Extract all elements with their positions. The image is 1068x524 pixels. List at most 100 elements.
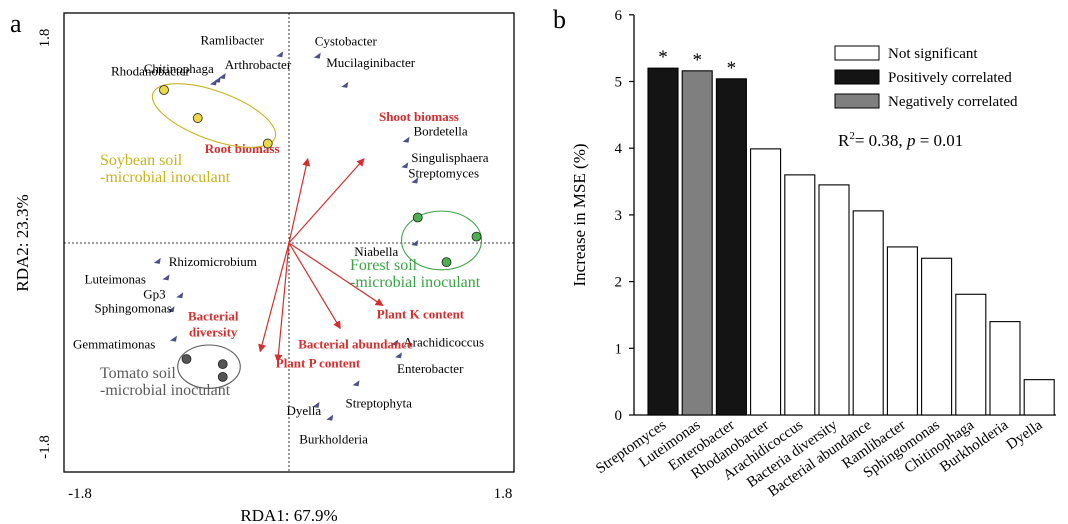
taxon-label-dyella: Dyella (287, 403, 322, 418)
y-tick-label-b-4: 4 (615, 141, 623, 157)
group-1-point-0 (412, 212, 423, 223)
taxon-marker-sphingomonas (167, 306, 175, 313)
vector-label-plant-p-content: Plant P content (276, 356, 361, 371)
taxon-label-mucilaginibacter: Mucilaginibacter (326, 55, 415, 70)
taxon-label-burkholderia: Burkholderia (299, 432, 368, 447)
taxon-marker-singulisphaera (401, 162, 409, 169)
r-squared-annotation: R2= 0.38, p = 0.01 (838, 130, 963, 150)
taxon-marker-niabella (411, 240, 419, 246)
group-0-point-0 (159, 85, 169, 95)
bar-burkholderia (989, 321, 1021, 416)
bar-streptomyces (647, 67, 679, 416)
group-1-point-1 (471, 231, 482, 242)
taxon-marker-gp3 (176, 292, 184, 299)
vector-arrow-plant-p-content (274, 242, 290, 363)
legend-swatch-positive (834, 69, 880, 85)
taxon-label-arachidicoccus: Arachidicoccus (403, 334, 484, 349)
group-ellipse-2 (177, 344, 241, 389)
taxon-label-arthrobacter: Arthrobacter (225, 57, 292, 72)
taxon-label-chitinophaga: Chitinophaga (144, 61, 214, 76)
vector-label-bacterial-abundance: Bacterial abundance (298, 336, 413, 351)
group-2-point-0 (181, 354, 192, 364)
taxon-label-streptophyta: Streptophyta (346, 395, 413, 410)
bar-bacterial-abundance (852, 210, 884, 416)
taxon-label-gemmatimonas: Gemmatimonas (73, 337, 155, 352)
taxon-label-streptomyces: Streptomyces (408, 166, 479, 181)
x-tick-label-min: -1.8 (68, 486, 92, 502)
taxon-marker-streptomyces (411, 177, 419, 184)
group-0-point-2 (262, 138, 273, 149)
vector-arrow-plant-k-content (288, 242, 384, 307)
taxon-label-singulisphaera: Singulisphaera (411, 150, 488, 165)
y-axis-title: RDA2: 23.3% (13, 194, 32, 291)
bar-chitinophaga (955, 293, 987, 416)
bar-dyella (1023, 379, 1055, 416)
group-0-point-1 (192, 113, 203, 123)
vector-label-shoot-biomass: Shoot biomass (379, 109, 459, 124)
significance-star-streptomyces: * (658, 47, 668, 68)
taxon-marker-mucilaginibacter (341, 81, 349, 88)
panel-a-marks: Ramlibacter Cystobacter Chitinophaga Arthro… (73, 32, 489, 446)
x-axis-title: RDA1: 67.9% (240, 506, 337, 524)
legend-label-ns: Not significant (888, 46, 978, 62)
taxon-label-luteimonas: Luteimonas (85, 271, 146, 286)
vector-label-bacterial-diversity: Bacterial diversity (188, 308, 239, 339)
taxon-marker-ramlibacter (276, 51, 284, 58)
group-2-point-2 (217, 371, 228, 382)
taxon-label-sphingomonas: Sphingomonas (95, 300, 172, 315)
group-ellipse-1 (400, 210, 483, 271)
taxon-marker-arthrobacter (218, 72, 226, 79)
taxon-marker-rhodanobacter (210, 79, 217, 86)
taxon-marker-cystobacter (313, 52, 321, 59)
vector-arrow-root-biomass (288, 157, 311, 244)
y-tick-label-b-3: 3 (615, 208, 623, 224)
bar-enterobacter (715, 78, 747, 416)
vector-label-root-biomass: Root biomass (205, 141, 280, 156)
legend-swatch-ns (834, 45, 880, 61)
taxon-label-rhodanobacter: Rhodanobacter (111, 63, 190, 78)
bar-luteimonas (681, 70, 713, 416)
x-tick-label-dyella: Dyella (1004, 417, 1046, 453)
bar-ramlibacter (886, 246, 918, 416)
taxon-marker-dyella (312, 401, 320, 408)
taxon-label-enterobacter: Enterobacter (397, 361, 464, 376)
bar-rhodanobacter (750, 148, 782, 416)
significance-star-enterobacter: * (727, 58, 737, 79)
taxon-marker-bordetella (402, 136, 410, 143)
group-2-point-1 (217, 359, 228, 370)
taxon-label-niabella: Niabella (354, 244, 398, 259)
y-tick-label-min: -1.8 (37, 435, 53, 459)
legend-label-negative: Negatively correlated (888, 94, 1018, 110)
y-tick-label-b-2: 2 (615, 275, 623, 291)
y-axis-title-b: Increase in MSE (%) (570, 143, 589, 286)
taxon-marker-enterobacter (395, 352, 402, 359)
y-tick-label-b-1: 1 (615, 341, 623, 357)
x-tick-label-max: 1.8 (494, 486, 513, 502)
taxon-marker-arachidicoccus (391, 339, 399, 346)
taxon-label-rhizomicrobium: Rhizomicrobium (169, 254, 257, 269)
panel-a-rda-biplot: a -1.8 1.8 RDA1: 67.9% 1.8 -1.8 RDA2: 23… (10, 9, 515, 524)
y-tick-label-b-0: 0 (615, 408, 623, 424)
legend-label-positive: Positively correlated (888, 70, 1012, 86)
y-tick-label-b-5: 5 (615, 75, 623, 91)
vector-arrow-shoot-biomass (288, 158, 365, 244)
panel-a-label: a (10, 9, 22, 38)
bar-sphingomonas (921, 257, 953, 416)
legend-swatch-negative (834, 93, 880, 109)
taxon-label-ramlibacter: Ramlibacter (200, 32, 264, 47)
taxon-marker-rhizomicrobium (153, 257, 161, 264)
taxon-label-gp3: Gp3 (143, 286, 165, 301)
group-label-forest-soil-microbial-inoculant: Forest soil -microbial inoculant (350, 257, 481, 291)
taxon-marker-burkholderia (326, 414, 334, 421)
group-ellipse-0 (151, 83, 277, 148)
group-label-soybean-soil-microbial-inoculant: Soybean soil -microbial inoculant (100, 152, 231, 186)
group-1-point-2 (441, 257, 452, 268)
vector-label-plant-k-content: Plant K content (377, 306, 465, 321)
y-tick-label-b-6: 6 (615, 8, 623, 24)
y-tick-label-max: 1.8 (37, 29, 53, 48)
vector-arrow-bacterial-diversity (258, 242, 290, 353)
taxon-marker-streptophyta (352, 380, 360, 387)
taxon-marker-gemmatimonas (170, 335, 177, 342)
taxon-label-bordetella: Bordetella (414, 124, 468, 139)
